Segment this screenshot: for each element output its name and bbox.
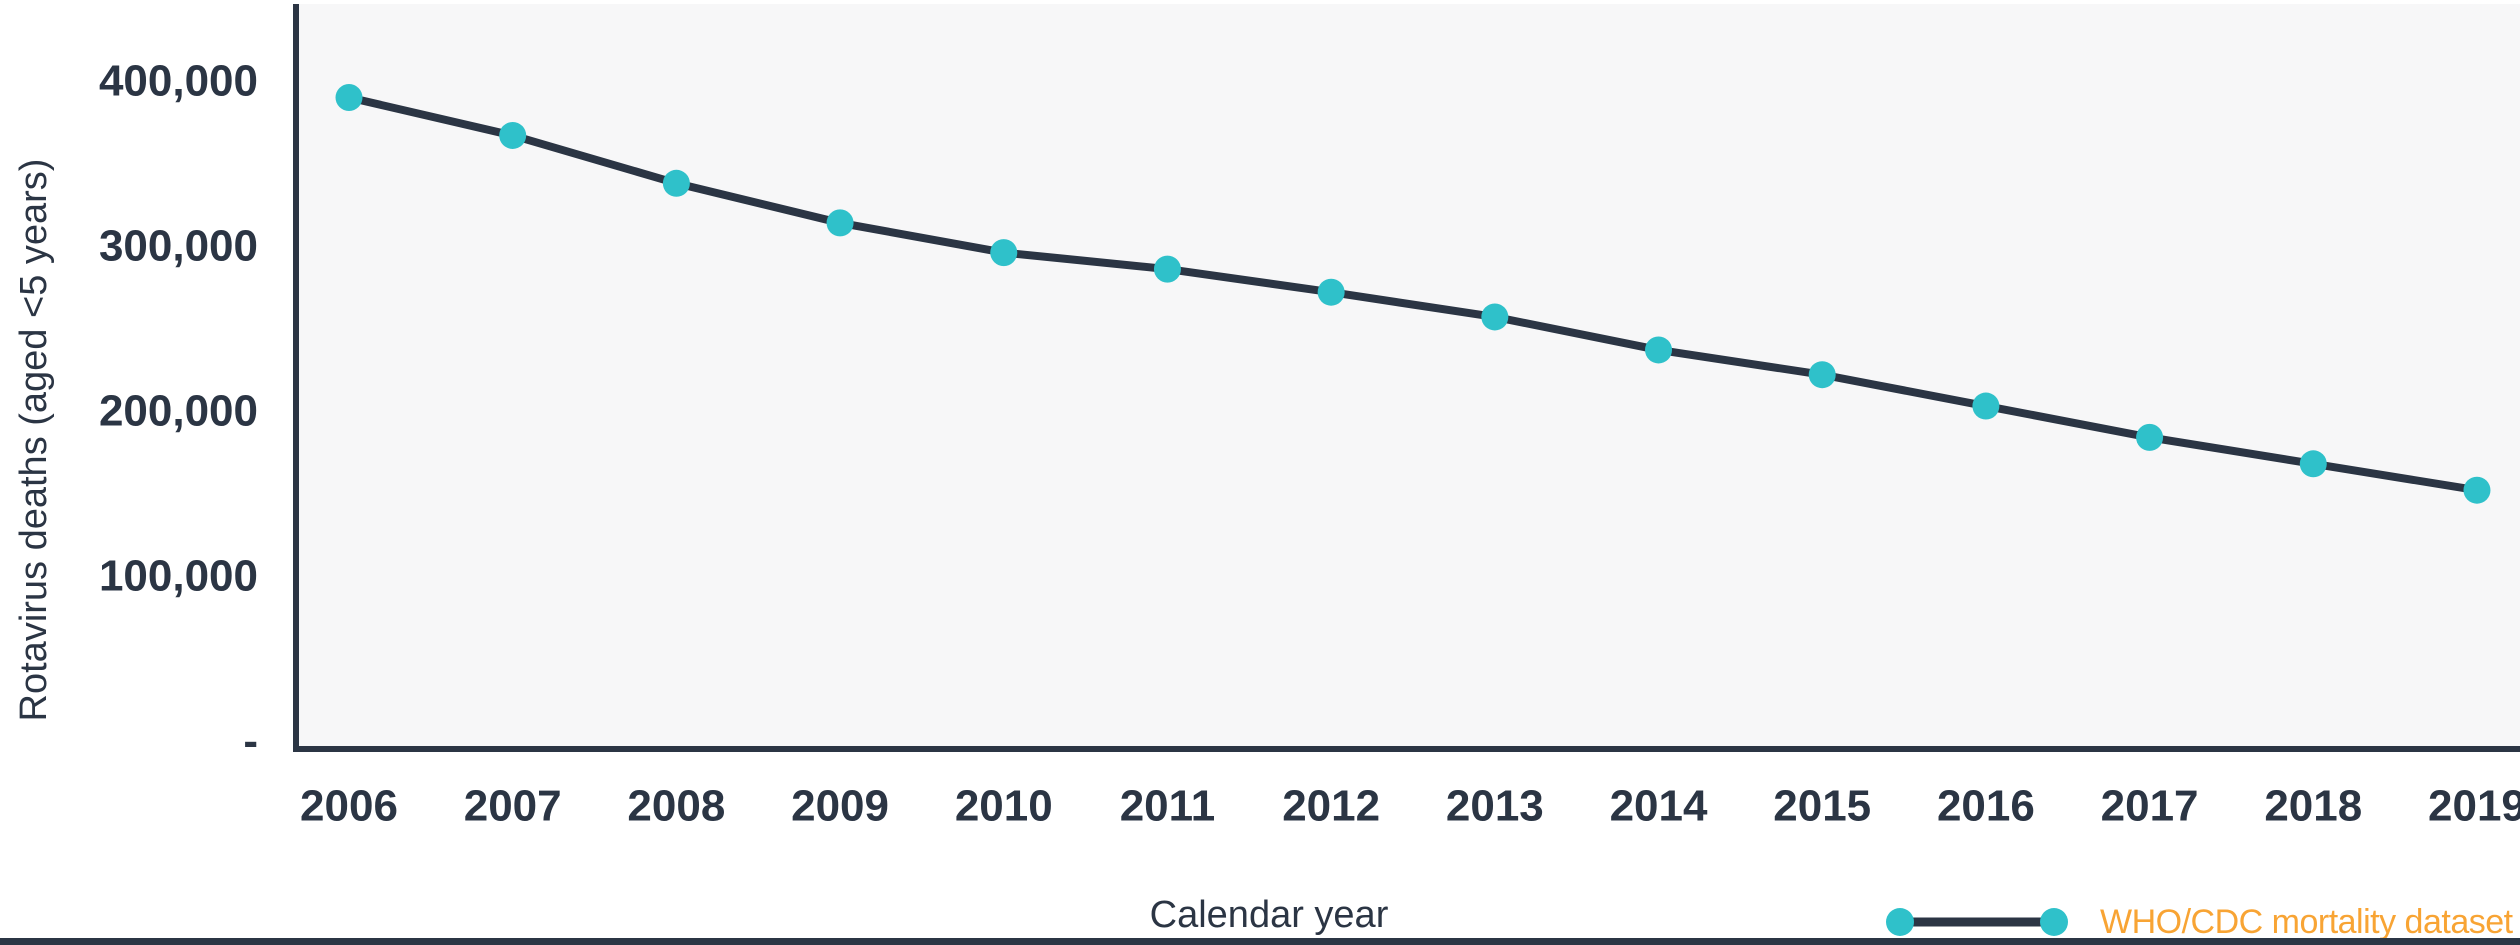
data-point-2014 [1645, 336, 1673, 364]
x-tick-label-2011: 2011 [1120, 782, 1215, 831]
y-axis-title: Rotavirus deaths (aged <5 years) [13, 159, 55, 722]
legend-marker-dot [1886, 908, 1914, 936]
x-tick-label-2010: 2010 [955, 782, 1053, 831]
data-point-2017 [2136, 423, 2164, 451]
x-tick-label-2018: 2018 [2264, 782, 2362, 831]
y-tick-label: 300,000 [99, 222, 258, 271]
x-tick-label-2008: 2008 [627, 782, 725, 831]
data-point-2019 [2463, 476, 2491, 504]
data-point-2006 [335, 84, 363, 111]
x-tick-label-2012: 2012 [1282, 782, 1380, 831]
data-point-2013 [1481, 303, 1509, 331]
plot-area [296, 4, 2520, 749]
series-points [335, 84, 2491, 504]
legend-marker-dot [2040, 908, 2068, 936]
x-tick-label-2013: 2013 [1446, 782, 1544, 831]
data-point-2018 [2299, 450, 2327, 478]
x-tick-label-2015: 2015 [1773, 782, 1871, 831]
x-tick-label-2017: 2017 [2101, 782, 2199, 831]
x-tick-label-2006: 2006 [300, 782, 398, 831]
y-tick-label: 400,000 [99, 57, 258, 106]
data-point-2015 [1808, 361, 1836, 389]
data-point-2012 [1317, 278, 1345, 306]
data-point-2010 [990, 239, 1018, 267]
series-line [345, 93, 2481, 495]
legend: WHO/CDC mortality dataset [1886, 903, 2514, 941]
x-axis-title: Calendar year [1150, 894, 1389, 936]
data-point-2016 [1972, 392, 2000, 420]
legend-item-label: WHO/CDC mortality dataset [2100, 903, 2514, 941]
y-tick-label: 100,000 [99, 552, 258, 601]
bottom-border-bar [0, 938, 2520, 945]
x-tick-label-2009: 2009 [791, 782, 889, 831]
y-axis-ticks: 400,000 300,000 200,000 100,000 - [99, 57, 258, 766]
data-point-2008 [662, 169, 690, 197]
x-tick-label-2019: 2019 [2428, 782, 2520, 831]
data-point-2009 [826, 209, 854, 237]
x-tick-label-2016: 2016 [1937, 782, 2035, 831]
x-tick-label-2007: 2007 [464, 782, 562, 831]
y-tick-label: 200,000 [99, 387, 258, 436]
x-axis-ticks: 2006 2007 2008 2009 2010 2011 2012 2013 2014 2015… [300, 782, 2520, 831]
data-point-2007 [499, 121, 527, 149]
data-point-2011 [1153, 255, 1181, 283]
y-tick-label: - [243, 717, 258, 766]
x-tick-label-2014: 2014 [1610, 782, 1708, 831]
